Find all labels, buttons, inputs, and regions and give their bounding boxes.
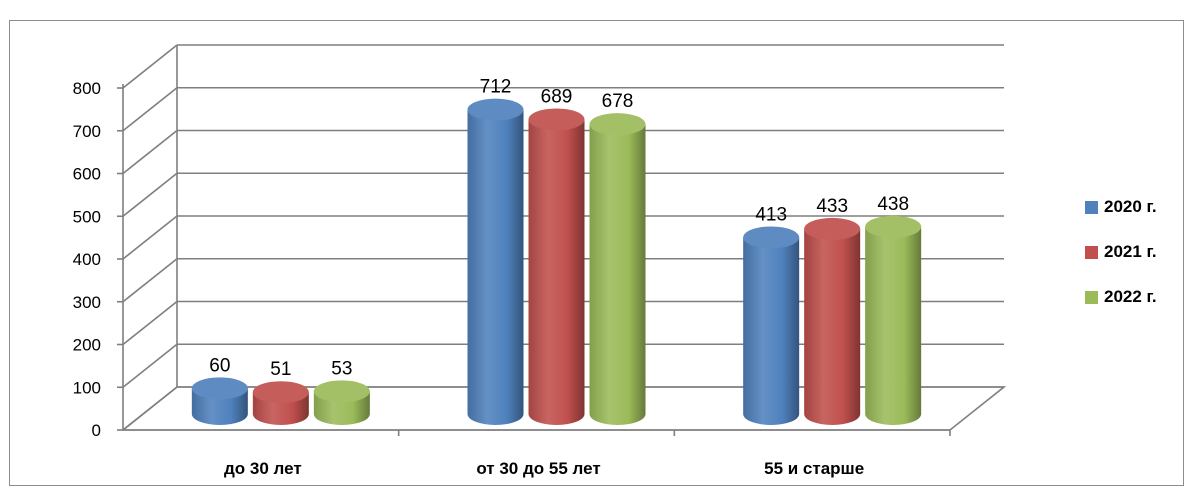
bar: [743, 237, 800, 425]
legend-item-2020: 2020 г.: [1085, 196, 1157, 218]
bar: [589, 124, 646, 425]
y-tick-label: 700: [73, 122, 101, 141]
y-tick-label: 400: [73, 250, 101, 269]
data-label: 413: [755, 204, 787, 225]
data-label: 53: [331, 358, 352, 379]
data-label: 60: [209, 355, 230, 376]
gridline-side: [122, 172, 178, 217]
data-label: 51: [270, 359, 291, 380]
bar-top: [313, 380, 370, 403]
y-tick-label: 800: [73, 79, 101, 98]
data-label: 712: [480, 77, 512, 98]
gridline-side: [122, 44, 178, 89]
bar: [528, 119, 585, 425]
bar: [865, 226, 922, 425]
data-label: 433: [816, 196, 848, 217]
gridline-side: [122, 343, 178, 388]
legend-label-2022: 2022 г.: [1104, 287, 1157, 306]
y-tick-label: 200: [73, 336, 101, 355]
x-tick-label: от 30 до 55 лет: [476, 459, 600, 478]
legend-swatch-2021: [1085, 245, 1098, 259]
x-tick-label: 55 и старше: [764, 459, 864, 478]
bar: [467, 109, 524, 426]
y-tick-label: 300: [73, 293, 101, 312]
data-label: 438: [877, 194, 909, 215]
bar-top: [528, 108, 585, 131]
bar-top: [804, 217, 861, 240]
gridline-side: [122, 258, 178, 303]
y-tick-label: 0: [92, 421, 101, 440]
bar-top: [467, 98, 524, 121]
legend-label-2021: 2021 г.: [1104, 242, 1157, 261]
bar: [804, 228, 861, 425]
legend: 2020 г. 2021 г. 2022 г.: [1085, 196, 1157, 331]
gridline-side: [122, 87, 178, 132]
legend-swatch-2020: [1085, 200, 1098, 214]
gridline-side: [122, 215, 178, 260]
bar-top: [191, 377, 248, 400]
legend-label-2020: 2020 г.: [1104, 197, 1157, 216]
bar-top: [252, 381, 309, 404]
data-label: 678: [602, 91, 634, 112]
legend-swatch-2022: [1085, 290, 1098, 304]
bar-top: [865, 215, 922, 238]
bar-top: [743, 226, 800, 249]
y-tick-label: 500: [73, 207, 101, 226]
y-tick-label: 600: [73, 165, 101, 184]
y-tick-label: 100: [73, 378, 101, 397]
x-tick-label: до 30 лет: [224, 459, 302, 478]
bar-top: [589, 113, 646, 136]
data-label: 689: [541, 86, 573, 107]
gridline-side: [122, 129, 178, 175]
gridline-side: [122, 300, 178, 346]
legend-item-2021: 2021 г.: [1085, 241, 1157, 263]
legend-item-2022: 2022 г.: [1085, 286, 1157, 308]
